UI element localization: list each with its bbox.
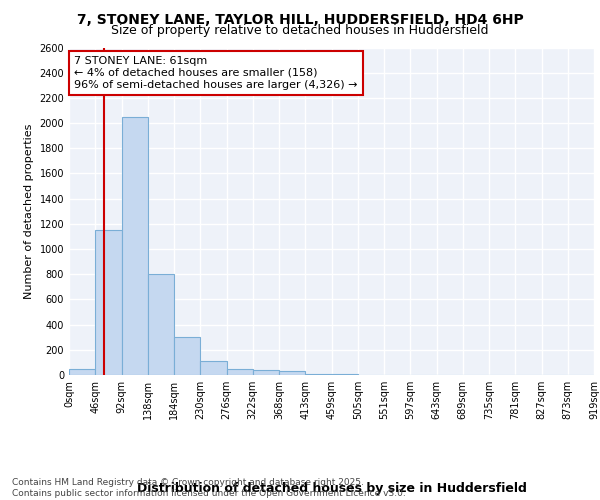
Text: Contains HM Land Registry data © Crown copyright and database right 2025.
Contai: Contains HM Land Registry data © Crown c…: [12, 478, 406, 498]
Bar: [200, 361, 227, 375]
Text: 7, STONEY LANE, TAYLOR HILL, HUDDERSFIELD, HD4 6HP: 7, STONEY LANE, TAYLOR HILL, HUDDERSFIEL…: [77, 12, 523, 26]
Bar: [148, 274, 174, 375]
Bar: [121, 117, 148, 375]
X-axis label: Distribution of detached houses by size in Huddersfield: Distribution of detached houses by size …: [137, 482, 526, 494]
Bar: [279, 371, 305, 375]
Text: Size of property relative to detached houses in Huddersfield: Size of property relative to detached ho…: [111, 24, 489, 37]
Bar: [174, 337, 200, 375]
Bar: [305, 374, 331, 375]
Text: 7 STONEY LANE: 61sqm
← 4% of detached houses are smaller (158)
96% of semi-detac: 7 STONEY LANE: 61sqm ← 4% of detached ho…: [74, 56, 358, 90]
Bar: [227, 368, 253, 375]
Bar: [331, 374, 358, 375]
Bar: [69, 368, 95, 375]
Bar: [253, 370, 279, 375]
Y-axis label: Number of detached properties: Number of detached properties: [24, 124, 34, 299]
Bar: [95, 230, 121, 375]
